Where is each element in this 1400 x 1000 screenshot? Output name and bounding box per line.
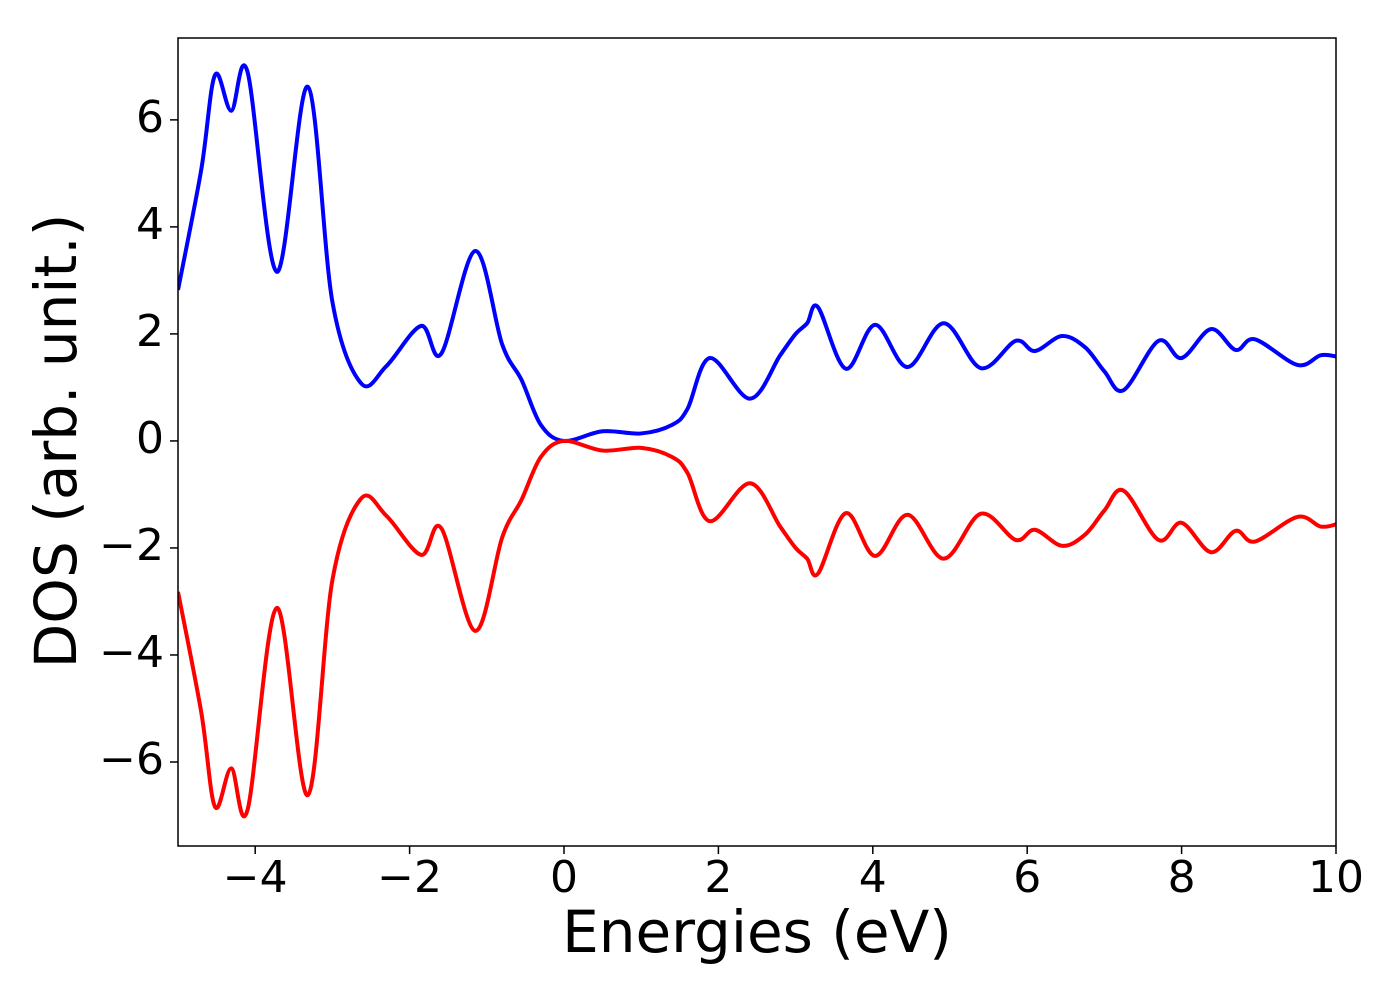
x-tick-label: −2 — [377, 852, 442, 903]
y-tick-label: −2 — [99, 520, 164, 571]
y-tick-label: 6 — [136, 92, 164, 143]
x-tick-label: 8 — [1168, 852, 1196, 903]
y-axis-label: DOS (arb. unit.) — [22, 214, 90, 669]
x-tick-label: 0 — [550, 852, 578, 903]
y-tick-label: 4 — [136, 199, 164, 250]
y-tick-label: −4 — [99, 627, 164, 678]
line-series — [178, 438, 1336, 819]
plot-frame — [177, 37, 1337, 847]
x-tick-label: −4 — [223, 852, 288, 903]
x-tick-label: 4 — [859, 852, 887, 903]
y-tick-label: 2 — [136, 306, 164, 357]
x-axis-label: Energies (eV) — [562, 898, 952, 966]
x-tick-label: 6 — [1013, 852, 1041, 903]
line-series — [178, 63, 1336, 443]
x-tick-label: 2 — [704, 852, 732, 903]
y-tick-label: 0 — [136, 413, 164, 464]
x-tick-label: 10 — [1308, 852, 1364, 903]
y-tick-label: −6 — [99, 734, 164, 785]
